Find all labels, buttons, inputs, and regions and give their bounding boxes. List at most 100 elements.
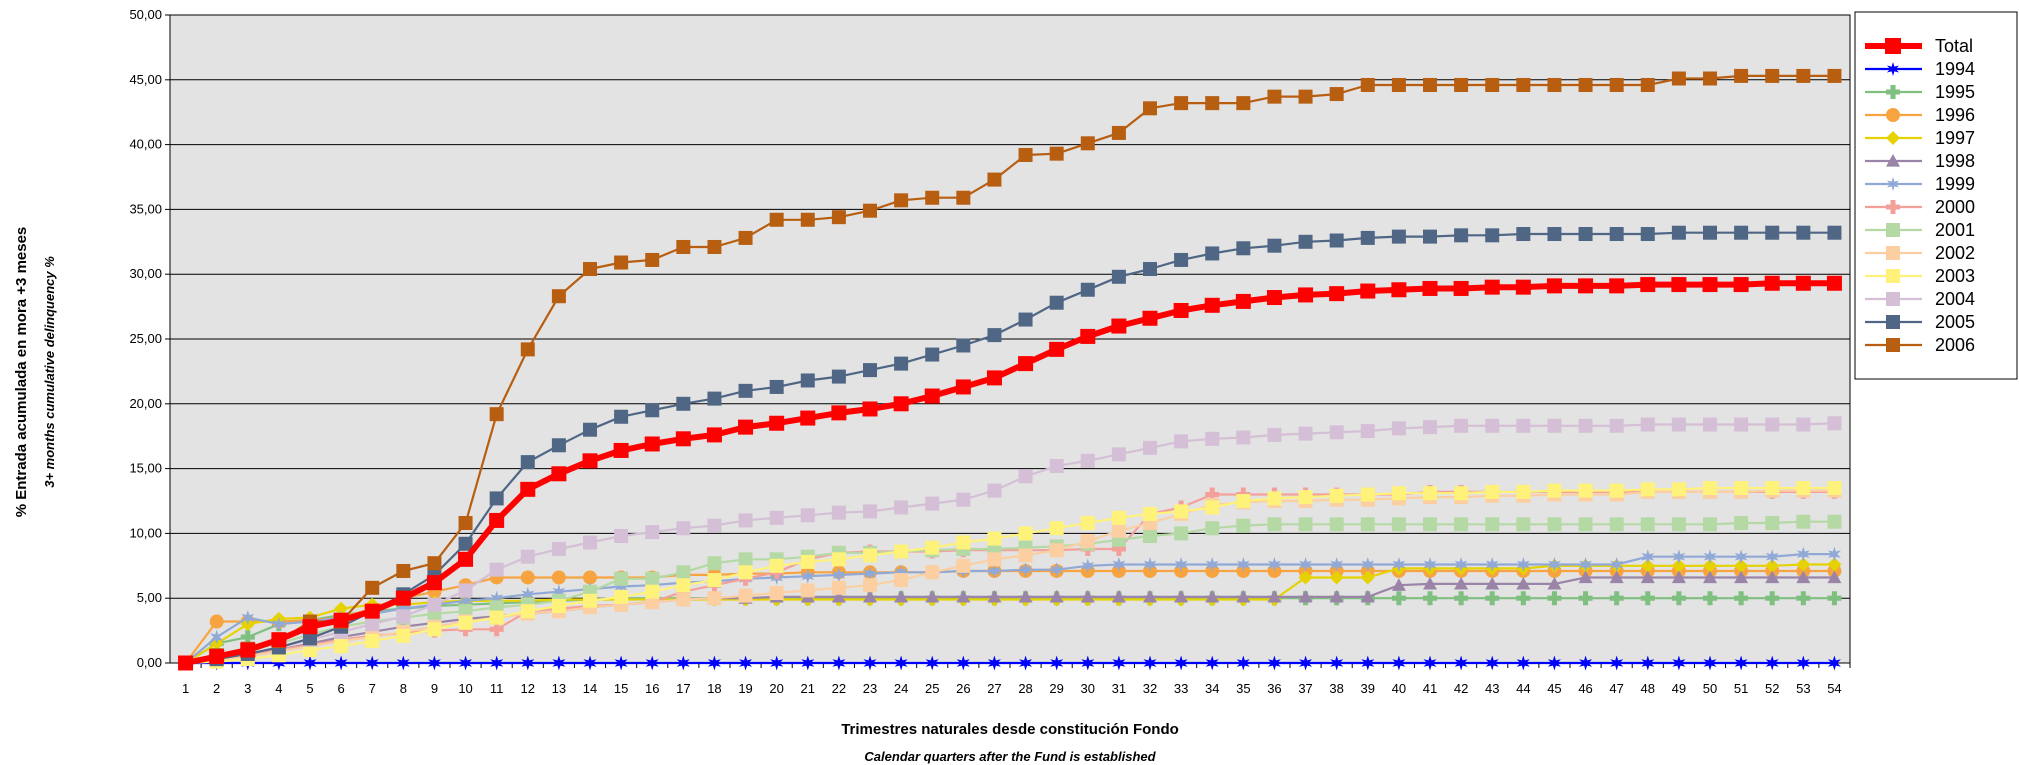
data-point bbox=[365, 617, 380, 632]
data-point bbox=[1765, 417, 1780, 432]
data-point bbox=[1360, 570, 1375, 585]
data-point bbox=[769, 558, 784, 573]
data-point bbox=[489, 512, 505, 528]
data-point bbox=[1454, 591, 1469, 606]
data-point bbox=[1080, 136, 1095, 151]
data-point bbox=[1886, 62, 1900, 76]
data-point bbox=[271, 632, 287, 648]
data-point bbox=[1236, 96, 1251, 111]
data-point bbox=[489, 491, 504, 506]
data-point bbox=[987, 552, 1002, 567]
y-tick-label: 10,00 bbox=[129, 525, 162, 540]
data-point bbox=[738, 419, 754, 435]
x-tick-label: 16 bbox=[645, 681, 659, 696]
data-point bbox=[1547, 227, 1562, 242]
data-point bbox=[770, 655, 784, 671]
data-point bbox=[1765, 68, 1780, 83]
y-tick-labels: 0,00 5,00 10,00 15,00 20,00 25,00 30,00 35,00 40… bbox=[129, 7, 162, 670]
x-tick-label: 43 bbox=[1485, 681, 1499, 696]
data-point bbox=[1454, 418, 1469, 433]
data-point bbox=[458, 615, 473, 630]
data-point bbox=[1826, 275, 1842, 291]
data-point bbox=[614, 528, 629, 543]
data-point bbox=[1143, 262, 1157, 277]
data-point bbox=[1672, 549, 1686, 565]
data-point bbox=[520, 342, 535, 357]
data-point bbox=[925, 655, 939, 671]
x-tick-label: 38 bbox=[1329, 681, 1343, 696]
data-point bbox=[676, 592, 691, 607]
data-point bbox=[863, 578, 877, 593]
data-point bbox=[1080, 589, 1095, 603]
data-point bbox=[894, 356, 909, 371]
x-tick-label: 3 bbox=[244, 681, 251, 696]
legend-label: 2003 bbox=[1935, 266, 1975, 286]
data-point bbox=[894, 500, 909, 515]
legend-label: 2001 bbox=[1935, 220, 1975, 240]
data-point bbox=[1360, 517, 1375, 532]
data-point bbox=[334, 601, 349, 616]
data-point bbox=[739, 655, 753, 671]
data-point bbox=[1671, 482, 1686, 497]
data-point bbox=[1578, 418, 1593, 433]
data-point bbox=[520, 549, 535, 564]
data-point bbox=[738, 552, 753, 567]
data-point bbox=[1018, 356, 1034, 372]
x-tick-label: 33 bbox=[1174, 681, 1188, 696]
data-point bbox=[645, 571, 660, 586]
data-point bbox=[1298, 589, 1313, 603]
data-point bbox=[831, 552, 846, 567]
data-point bbox=[1703, 517, 1717, 532]
legend-label: 2004 bbox=[1935, 289, 1975, 309]
data-point bbox=[552, 584, 566, 600]
data-point bbox=[1609, 591, 1624, 606]
legend-label: Total bbox=[1935, 36, 1973, 56]
data-point bbox=[1391, 77, 1406, 92]
data-point bbox=[583, 422, 597, 437]
data-point bbox=[1111, 447, 1126, 462]
data-point bbox=[396, 563, 411, 578]
legend-item-1997: 1997 bbox=[1865, 128, 1975, 148]
data-point bbox=[1423, 77, 1437, 92]
data-point bbox=[1796, 225, 1811, 240]
data-point bbox=[1360, 230, 1375, 245]
data-point bbox=[1143, 440, 1157, 455]
data-point bbox=[956, 338, 971, 353]
x-tick-label: 25 bbox=[925, 681, 939, 696]
data-point bbox=[1703, 570, 1717, 584]
data-point bbox=[551, 570, 566, 585]
series-1994 bbox=[179, 655, 1841, 671]
data-point bbox=[1734, 570, 1749, 584]
data-point bbox=[1111, 318, 1127, 334]
x-tick-label: 45 bbox=[1547, 681, 1561, 696]
data-point bbox=[1609, 517, 1624, 532]
data-point bbox=[1703, 549, 1717, 565]
legend-item-1995: 1995 bbox=[1865, 82, 1975, 102]
data-point bbox=[1827, 546, 1841, 562]
x-tick-label: 24 bbox=[894, 681, 908, 696]
data-point bbox=[303, 631, 317, 646]
x-tick-label: 48 bbox=[1641, 681, 1655, 696]
data-point bbox=[1205, 589, 1220, 603]
data-point bbox=[800, 583, 815, 598]
data-point bbox=[1298, 490, 1313, 505]
x-tick-label: 19 bbox=[738, 681, 752, 696]
data-point bbox=[1360, 424, 1375, 439]
data-point bbox=[1516, 591, 1531, 606]
data-point bbox=[1111, 589, 1126, 603]
data-point bbox=[676, 655, 690, 671]
data-point bbox=[893, 396, 909, 412]
legend-item-2005: 2005 bbox=[1865, 312, 1975, 332]
data-point bbox=[801, 655, 815, 671]
data-point bbox=[520, 604, 535, 619]
data-point bbox=[1111, 269, 1126, 284]
y-tick-label: 25,00 bbox=[129, 331, 162, 346]
data-point bbox=[1485, 557, 1499, 572]
data-point bbox=[1143, 101, 1157, 116]
legend-item-Total: Total bbox=[1865, 36, 1973, 56]
data-point bbox=[209, 649, 225, 665]
data-point bbox=[1609, 570, 1624, 584]
y-tick-label: 5,00 bbox=[137, 590, 162, 605]
x-tick-label: 18 bbox=[707, 681, 721, 696]
